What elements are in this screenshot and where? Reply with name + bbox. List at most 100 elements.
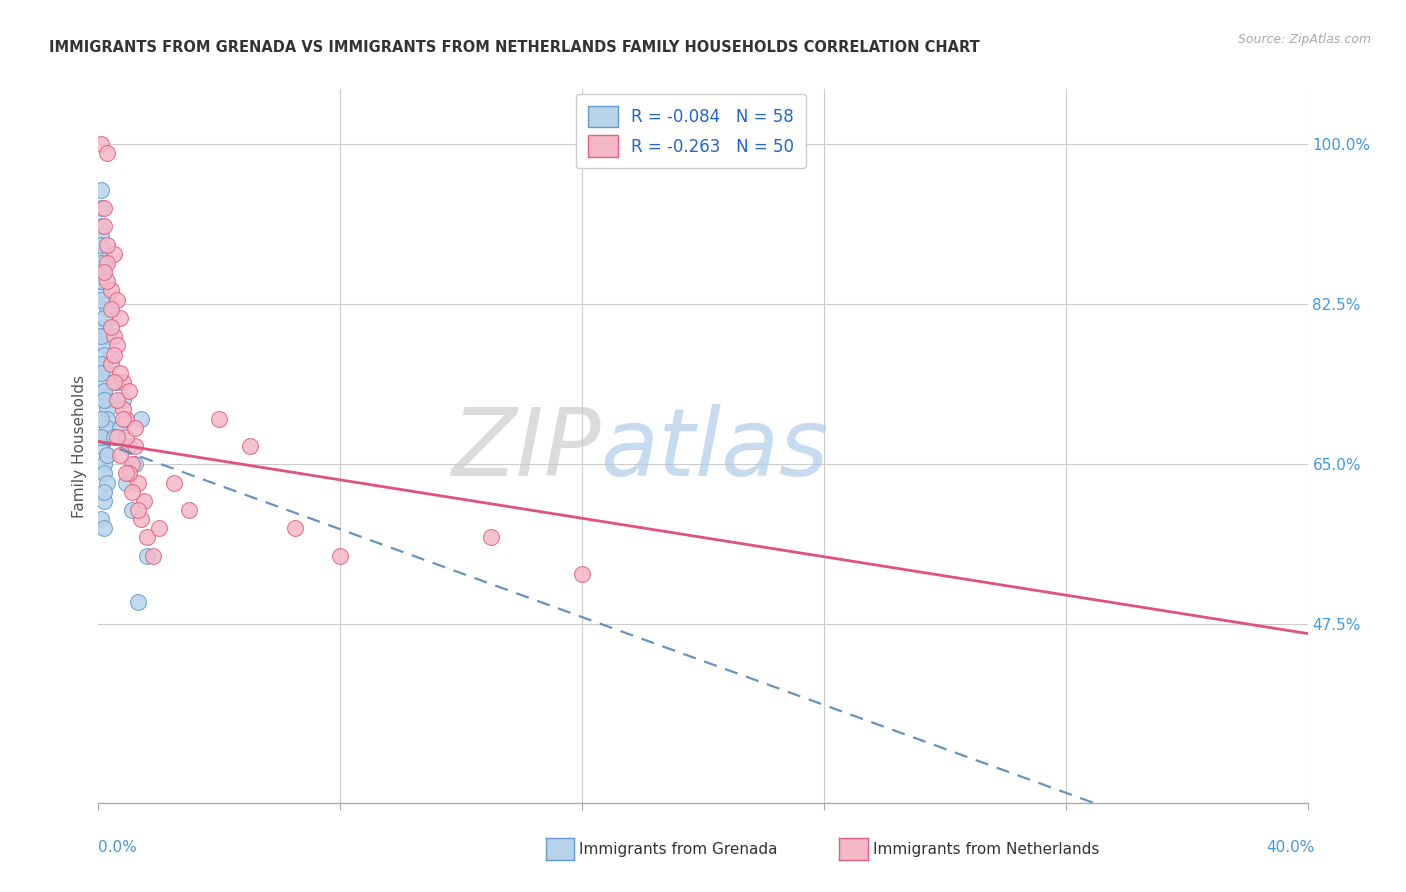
Point [93, 219, 115, 234]
Point [114, 411, 136, 425]
Point [90, 439, 112, 453]
Point [103, 430, 125, 444]
Text: Immigrants from Grenada: Immigrants from Grenada [579, 842, 778, 857]
Point [129, 512, 152, 526]
Point [90, 512, 112, 526]
Point [239, 439, 262, 453]
Point [111, 393, 134, 408]
Point [121, 458, 143, 472]
Point [105, 393, 128, 408]
Point [96, 393, 118, 408]
Point [93, 265, 115, 279]
Point [124, 439, 146, 453]
Point [93, 320, 115, 334]
Text: Immigrants from Netherlands: Immigrants from Netherlands [873, 842, 1099, 857]
Point [90, 274, 112, 288]
Point [90, 265, 112, 279]
Point [93, 467, 115, 481]
Point [93, 247, 115, 261]
Point [114, 430, 136, 444]
Point [103, 247, 125, 261]
Text: 40.0%: 40.0% [1267, 840, 1315, 855]
Point [96, 274, 118, 288]
Point [163, 475, 186, 490]
Point [108, 420, 131, 434]
Point [114, 475, 136, 490]
Point [111, 375, 134, 389]
Point [127, 475, 149, 490]
Point [93, 393, 115, 408]
Point [135, 531, 157, 545]
Point [96, 329, 118, 343]
Point [481, 531, 503, 545]
Point [96, 293, 118, 307]
Point [93, 357, 115, 371]
Point [108, 366, 131, 380]
Point [90, 228, 112, 243]
Point [96, 448, 118, 462]
Point [118, 467, 141, 481]
Point [93, 384, 115, 398]
Point [108, 310, 131, 325]
Point [93, 484, 115, 499]
Point [127, 503, 149, 517]
Point [90, 237, 112, 252]
Point [103, 329, 125, 343]
Point [93, 375, 115, 389]
Point [132, 494, 155, 508]
Point [90, 411, 112, 425]
Point [105, 293, 128, 307]
Text: ZIP: ZIP [450, 404, 600, 495]
Point [96, 146, 118, 161]
Point [90, 284, 112, 298]
Point [121, 503, 143, 517]
Point [90, 219, 112, 234]
Point [93, 430, 115, 444]
Point [111, 411, 134, 425]
Point [118, 439, 141, 453]
Point [124, 458, 146, 472]
Point [100, 320, 122, 334]
Point [90, 357, 112, 371]
Point [118, 384, 141, 398]
Legend: R = -0.084   N = 58, R = -0.263   N = 50: R = -0.084 N = 58, R = -0.263 N = 50 [576, 94, 806, 169]
Point [121, 484, 143, 499]
Point [129, 411, 152, 425]
Point [93, 310, 115, 325]
Point [571, 567, 593, 582]
Point [90, 137, 112, 152]
Point [127, 594, 149, 608]
Point [93, 338, 115, 352]
Point [208, 411, 231, 425]
Point [148, 521, 170, 535]
Text: 0.0%: 0.0% [98, 840, 138, 855]
Point [329, 549, 352, 563]
Point [105, 375, 128, 389]
Point [96, 411, 118, 425]
Y-axis label: Family Households: Family Households [72, 375, 87, 517]
Point [105, 430, 128, 444]
Point [135, 549, 157, 563]
Point [93, 256, 115, 270]
Point [179, 503, 201, 517]
Point [96, 420, 118, 434]
Point [284, 521, 307, 535]
Point [100, 284, 122, 298]
Point [93, 494, 115, 508]
Point [93, 347, 115, 361]
Point [90, 293, 112, 307]
Point [90, 329, 112, 343]
Point [111, 402, 134, 417]
Point [90, 430, 112, 444]
Point [93, 521, 115, 535]
Point [114, 467, 136, 481]
Point [108, 448, 131, 462]
Text: atlas: atlas [600, 404, 828, 495]
Point [90, 274, 112, 288]
Point [100, 357, 122, 371]
Point [93, 458, 115, 472]
Point [90, 366, 112, 380]
Text: Source: ZipAtlas.com: Source: ZipAtlas.com [1237, 33, 1371, 46]
Point [90, 183, 112, 197]
Point [96, 475, 118, 490]
